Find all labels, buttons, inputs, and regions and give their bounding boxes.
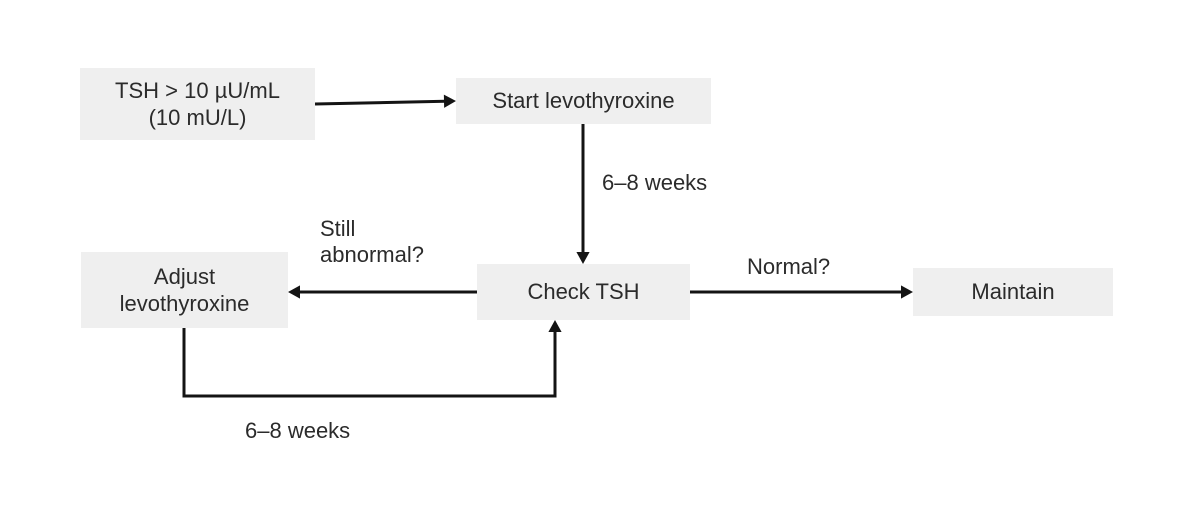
node-label: Maintain [971, 278, 1054, 306]
node-maintain: Maintain [913, 268, 1113, 316]
edge-label-normal: Normal? [747, 254, 830, 280]
node-tsh-trigger: TSH > 10 µU/mL (10 mU/L) [80, 68, 315, 140]
node-label: TSH > 10 µU/mL (10 mU/L) [115, 77, 280, 132]
flowchart-canvas: TSH > 10 µU/mL (10 mU/L) Start levothyro… [0, 0, 1200, 517]
edge-label-6-8-weeks-top: 6–8 weeks [602, 170, 707, 196]
edge-label-still-abnormal: Still abnormal? [320, 216, 424, 269]
node-label: Start levothyroxine [492, 87, 674, 115]
edge-label-6-8-weeks-bottom: 6–8 weeks [245, 418, 350, 444]
node-check-tsh: Check TSH [477, 264, 690, 320]
node-label: Check TSH [527, 278, 639, 306]
node-label: Adjust levothyroxine [120, 263, 250, 318]
node-adjust-levothyroxine: Adjust levothyroxine [81, 252, 288, 328]
node-start-levothyroxine: Start levothyroxine [456, 78, 711, 124]
